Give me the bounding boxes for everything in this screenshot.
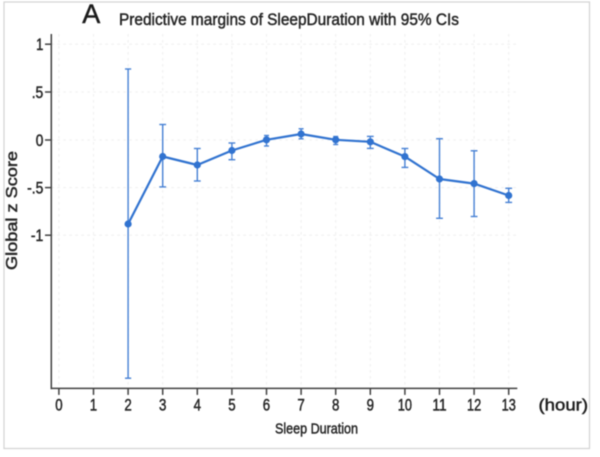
svg-text:8: 8 xyxy=(332,396,339,414)
svg-text:12: 12 xyxy=(467,396,481,414)
svg-text:10: 10 xyxy=(398,396,412,414)
svg-text:Predictive margins of SleepDur: Predictive margins of SleepDuration with… xyxy=(119,10,459,29)
svg-text:1: 1 xyxy=(90,396,97,414)
svg-text:Global z Score: Global z Score xyxy=(4,151,21,270)
svg-text:9: 9 xyxy=(367,396,374,414)
svg-text:7: 7 xyxy=(297,396,304,414)
svg-text:3: 3 xyxy=(159,396,166,414)
svg-text:.5: .5 xyxy=(32,84,44,102)
svg-text:1: 1 xyxy=(36,36,43,54)
svg-text:-.5: -.5 xyxy=(27,180,43,198)
svg-text:0: 0 xyxy=(55,396,62,414)
svg-text:5: 5 xyxy=(228,396,235,414)
svg-text:4: 4 xyxy=(194,396,201,414)
svg-text:2: 2 xyxy=(124,396,131,414)
svg-text:-1: -1 xyxy=(31,227,43,245)
svg-text:11: 11 xyxy=(432,396,446,414)
svg-text:6: 6 xyxy=(263,396,270,414)
svg-text:A: A xyxy=(82,0,100,29)
svg-text:0: 0 xyxy=(36,132,44,150)
svg-text:(hour): (hour) xyxy=(539,397,589,415)
svg-text:Sleep Duration: Sleep Duration xyxy=(275,421,358,438)
svg-text:13: 13 xyxy=(502,396,516,414)
